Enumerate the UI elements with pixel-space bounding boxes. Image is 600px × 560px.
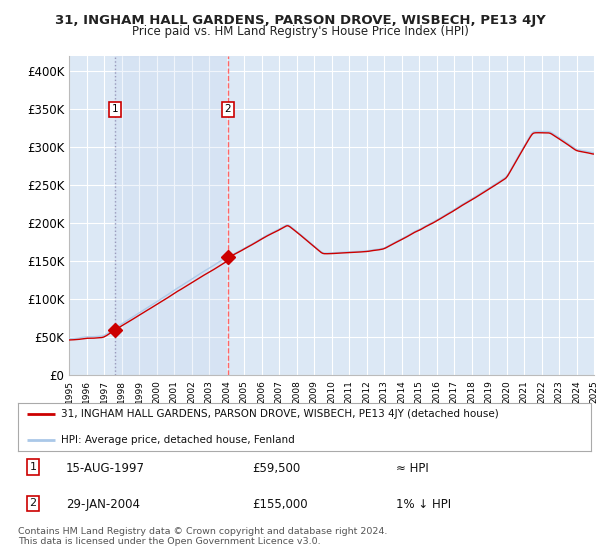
Text: 31, INGHAM HALL GARDENS, PARSON DROVE, WISBECH, PE13 4JY (detached house): 31, INGHAM HALL GARDENS, PARSON DROVE, W… (61, 409, 499, 419)
Text: 1: 1 (112, 104, 118, 114)
Text: 31, INGHAM HALL GARDENS, PARSON DROVE, WISBECH, PE13 4JY: 31, INGHAM HALL GARDENS, PARSON DROVE, W… (55, 14, 545, 27)
Text: 29-JAN-2004: 29-JAN-2004 (66, 498, 140, 511)
Text: 15-AUG-1997: 15-AUG-1997 (66, 462, 145, 475)
Bar (115, 56, 228, 375)
Text: ≈ HPI: ≈ HPI (396, 462, 429, 475)
Text: Contains HM Land Registry data © Crown copyright and database right 2024.
This d: Contains HM Land Registry data © Crown c… (18, 526, 388, 546)
Text: HPI: Average price, detached house, Fenland: HPI: Average price, detached house, Fenl… (61, 435, 295, 445)
Text: 2: 2 (29, 498, 37, 508)
Text: 2: 2 (224, 104, 231, 114)
Text: 1: 1 (29, 462, 37, 472)
Text: Price paid vs. HM Land Registry's House Price Index (HPI): Price paid vs. HM Land Registry's House … (131, 25, 469, 38)
Text: 1% ↓ HPI: 1% ↓ HPI (396, 498, 451, 511)
Text: £59,500: £59,500 (252, 462, 300, 475)
Text: £155,000: £155,000 (252, 498, 308, 511)
